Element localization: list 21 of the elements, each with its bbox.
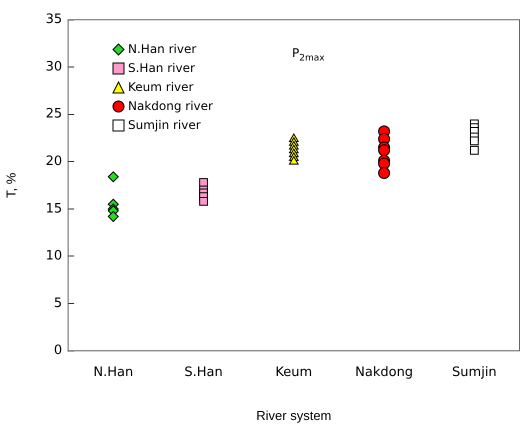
x-tick-label: S.Han — [184, 364, 223, 380]
y-tick-label: 10 — [46, 248, 62, 264]
x-tick-label: N.Han — [93, 364, 134, 380]
y-tick-label: 5 — [54, 296, 62, 311]
y-tick-label: 25 — [46, 106, 62, 122]
y-tick-label: 15 — [46, 201, 62, 216]
y-axis-title: T, % — [3, 172, 18, 198]
y-tick-label: 30 — [46, 59, 62, 74]
legend-label: Keum river — [128, 79, 194, 96]
x-axis-title: River system — [256, 408, 332, 423]
annotation: P$_{2max}$ — [292, 46, 325, 64]
legend-label: Nakdong river — [128, 98, 213, 115]
y-tick-label: 0 — [54, 343, 62, 358]
y-tick-label: 35 — [46, 12, 62, 28]
legend-label: Sumjin river — [128, 117, 201, 134]
legend-label: S.Han river — [128, 60, 195, 77]
x-tick-label: Keum — [275, 364, 312, 380]
y-tick-label: 20 — [46, 154, 62, 170]
x-tick-label: Sumjin — [452, 364, 497, 380]
legend-label: N.Han river — [128, 41, 196, 58]
x-tick-label: Nakdong — [355, 364, 414, 380]
